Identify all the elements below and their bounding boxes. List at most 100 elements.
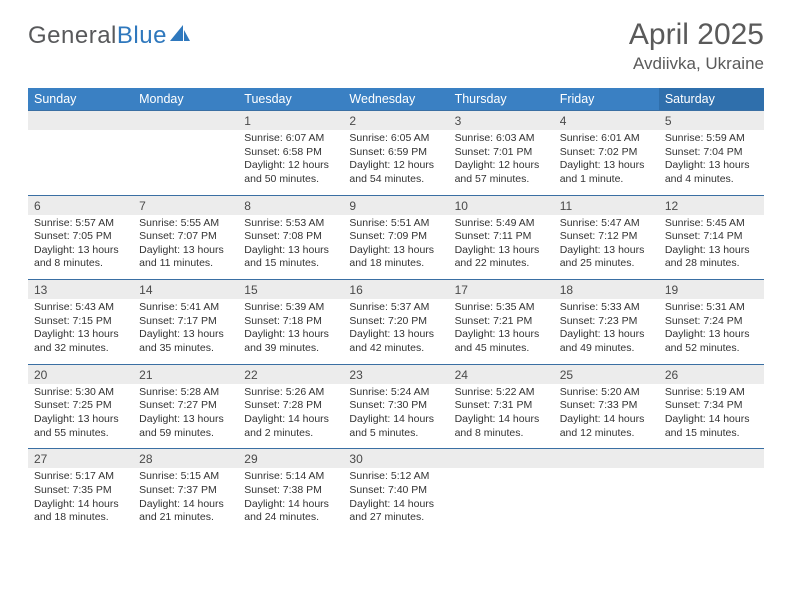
month-title: April 2025	[629, 18, 764, 52]
daylight-text: Daylight: 13 hours and 11 minutes.	[139, 244, 232, 271]
sunrise-text: Sunrise: 6:07 AM	[244, 132, 337, 146]
sunrise-text: Sunrise: 5:31 AM	[665, 301, 758, 315]
logo-text-part1: General	[28, 22, 117, 50]
day-info: Sunrise: 6:01 AMSunset: 7:02 PMDaylight:…	[554, 130, 659, 195]
day-info: Sunrise: 5:30 AMSunset: 7:25 PMDaylight:…	[28, 384, 133, 449]
day-info: Sunrise: 5:37 AMSunset: 7:20 PMDaylight:…	[343, 299, 448, 364]
day-info: Sunrise: 5:17 AMSunset: 7:35 PMDaylight:…	[28, 468, 133, 533]
sunset-text: Sunset: 7:04 PM	[665, 146, 758, 160]
day-number: 5	[659, 111, 764, 131]
sunset-text: Sunset: 6:58 PM	[244, 146, 337, 160]
day-info: Sunrise: 5:28 AMSunset: 7:27 PMDaylight:…	[133, 384, 238, 449]
day-number: 17	[449, 280, 554, 300]
day-info: Sunrise: 5:47 AMSunset: 7:12 PMDaylight:…	[554, 215, 659, 280]
sunset-text: Sunset: 7:21 PM	[455, 315, 548, 329]
day-info: Sunrise: 5:15 AMSunset: 7:37 PMDaylight:…	[133, 468, 238, 533]
day-number: 13	[28, 280, 133, 300]
day-info: Sunrise: 5:35 AMSunset: 7:21 PMDaylight:…	[449, 299, 554, 364]
sunset-text: Sunset: 7:07 PM	[139, 230, 232, 244]
day-number: 30	[343, 449, 448, 469]
day-info: Sunrise: 5:20 AMSunset: 7:33 PMDaylight:…	[554, 384, 659, 449]
daylight-text: Daylight: 13 hours and 28 minutes.	[665, 244, 758, 271]
sunrise-text: Sunrise: 5:14 AM	[244, 470, 337, 484]
day-info: Sunrise: 5:57 AMSunset: 7:05 PMDaylight:…	[28, 215, 133, 280]
calendar-table: SundayMondayTuesdayWednesdayThursdayFrid…	[28, 88, 764, 533]
logo: GeneralBlue	[28, 22, 191, 50]
sunset-text: Sunset: 7:11 PM	[455, 230, 548, 244]
sunset-text: Sunset: 7:12 PM	[560, 230, 653, 244]
day-number	[133, 111, 238, 131]
day-info: Sunrise: 5:51 AMSunset: 7:09 PMDaylight:…	[343, 215, 448, 280]
sunrise-text: Sunrise: 5:45 AM	[665, 217, 758, 231]
sunset-text: Sunset: 7:40 PM	[349, 484, 442, 498]
day-info: Sunrise: 5:55 AMSunset: 7:07 PMDaylight:…	[133, 215, 238, 280]
daylight-text: Daylight: 14 hours and 27 minutes.	[349, 498, 442, 525]
sunset-text: Sunset: 7:24 PM	[665, 315, 758, 329]
sunrise-text: Sunrise: 5:26 AM	[244, 386, 337, 400]
logo-sail-icon	[169, 24, 191, 42]
day-number: 1	[238, 111, 343, 131]
sunset-text: Sunset: 7:08 PM	[244, 230, 337, 244]
sunrise-text: Sunrise: 5:49 AM	[455, 217, 548, 231]
day-number: 12	[659, 195, 764, 215]
sunset-text: Sunset: 7:02 PM	[560, 146, 653, 160]
day-info: Sunrise: 6:07 AMSunset: 6:58 PMDaylight:…	[238, 130, 343, 195]
weekday-header: Wednesday	[343, 88, 448, 111]
daylight-text: Daylight: 13 hours and 35 minutes.	[139, 328, 232, 355]
sunset-text: Sunset: 7:09 PM	[349, 230, 442, 244]
sunset-text: Sunset: 7:31 PM	[455, 399, 548, 413]
sunrise-text: Sunrise: 5:19 AM	[665, 386, 758, 400]
day-info: Sunrise: 5:19 AMSunset: 7:34 PMDaylight:…	[659, 384, 764, 449]
weekday-header: Sunday	[28, 88, 133, 111]
sunrise-text: Sunrise: 5:55 AM	[139, 217, 232, 231]
sunrise-text: Sunrise: 6:03 AM	[455, 132, 548, 146]
day-number: 15	[238, 280, 343, 300]
daylight-text: Daylight: 12 hours and 54 minutes.	[349, 159, 442, 186]
daylight-text: Daylight: 14 hours and 15 minutes.	[665, 413, 758, 440]
daylight-text: Daylight: 13 hours and 52 minutes.	[665, 328, 758, 355]
day-info: Sunrise: 5:33 AMSunset: 7:23 PMDaylight:…	[554, 299, 659, 364]
sunrise-text: Sunrise: 5:22 AM	[455, 386, 548, 400]
day-number: 6	[28, 195, 133, 215]
daylight-text: Daylight: 12 hours and 57 minutes.	[455, 159, 548, 186]
daylight-text: Daylight: 12 hours and 50 minutes.	[244, 159, 337, 186]
daylight-text: Daylight: 13 hours and 15 minutes.	[244, 244, 337, 271]
daylight-text: Daylight: 14 hours and 18 minutes.	[34, 498, 127, 525]
sunrise-text: Sunrise: 5:33 AM	[560, 301, 653, 315]
daylight-text: Daylight: 13 hours and 4 minutes.	[665, 159, 758, 186]
weekday-header: Monday	[133, 88, 238, 111]
sunrise-text: Sunrise: 6:01 AM	[560, 132, 653, 146]
sunrise-text: Sunrise: 5:37 AM	[349, 301, 442, 315]
sunrise-text: Sunrise: 5:30 AM	[34, 386, 127, 400]
sunset-text: Sunset: 7:18 PM	[244, 315, 337, 329]
sunset-text: Sunset: 7:37 PM	[139, 484, 232, 498]
title-block: April 2025 Avdiivka, Ukraine	[629, 18, 764, 74]
day-info	[133, 130, 238, 195]
daylight-text: Daylight: 13 hours and 25 minutes.	[560, 244, 653, 271]
sunset-text: Sunset: 7:20 PM	[349, 315, 442, 329]
daylight-text: Daylight: 13 hours and 8 minutes.	[34, 244, 127, 271]
day-number: 21	[133, 364, 238, 384]
day-info: Sunrise: 5:22 AMSunset: 7:31 PMDaylight:…	[449, 384, 554, 449]
day-info: Sunrise: 5:43 AMSunset: 7:15 PMDaylight:…	[28, 299, 133, 364]
day-number: 29	[238, 449, 343, 469]
sunset-text: Sunset: 7:15 PM	[34, 315, 127, 329]
day-number: 26	[659, 364, 764, 384]
day-info: Sunrise: 5:31 AMSunset: 7:24 PMDaylight:…	[659, 299, 764, 364]
sunset-text: Sunset: 7:14 PM	[665, 230, 758, 244]
day-number: 18	[554, 280, 659, 300]
sunrise-text: Sunrise: 6:05 AM	[349, 132, 442, 146]
day-number: 23	[343, 364, 448, 384]
day-number: 14	[133, 280, 238, 300]
daylight-text: Daylight: 13 hours and 18 minutes.	[349, 244, 442, 271]
day-info	[659, 468, 764, 533]
day-number	[449, 449, 554, 469]
day-info: Sunrise: 5:45 AMSunset: 7:14 PMDaylight:…	[659, 215, 764, 280]
sunset-text: Sunset: 7:33 PM	[560, 399, 653, 413]
day-number: 4	[554, 111, 659, 131]
day-info: Sunrise: 5:53 AMSunset: 7:08 PMDaylight:…	[238, 215, 343, 280]
sunset-text: Sunset: 7:28 PM	[244, 399, 337, 413]
sunrise-text: Sunrise: 5:24 AM	[349, 386, 442, 400]
header: GeneralBlue April 2025 Avdiivka, Ukraine	[28, 18, 764, 74]
sunrise-text: Sunrise: 5:43 AM	[34, 301, 127, 315]
